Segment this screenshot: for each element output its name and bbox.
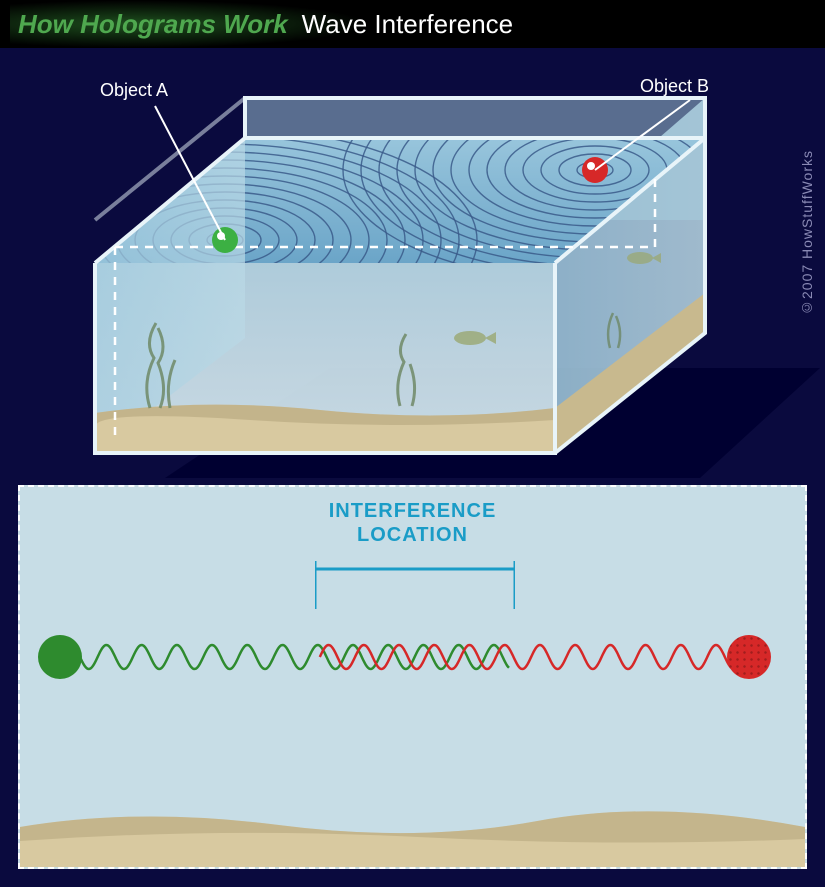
cross-section-panel: INTERFERENCE LOCATION [18,485,807,869]
object-b-label: Object B [640,76,709,97]
interference-label: INTERFERENCE LOCATION [329,499,497,547]
fish-tank [0,48,825,508]
wave-a-source-circle [38,635,82,679]
wave-a [80,645,509,669]
wave-row [20,627,805,687]
title-left: How Holograms Work [18,9,288,40]
title-right: Wave Interference [302,9,513,40]
interference-line1: INTERFERENCE [329,499,497,523]
panel-sand [20,797,805,867]
interference-line2: LOCATION [329,523,497,547]
wave-b-source-circle [727,635,771,679]
object-a-label: Object A [100,80,168,101]
interference-bracket [315,559,515,609]
diagram-canvas: How Holograms Work Wave Interference ©20… [0,0,825,887]
wave-svg [20,627,809,687]
tank-scene: Object A Object B [0,48,825,508]
header-bar: How Holograms Work Wave Interference [0,0,825,48]
